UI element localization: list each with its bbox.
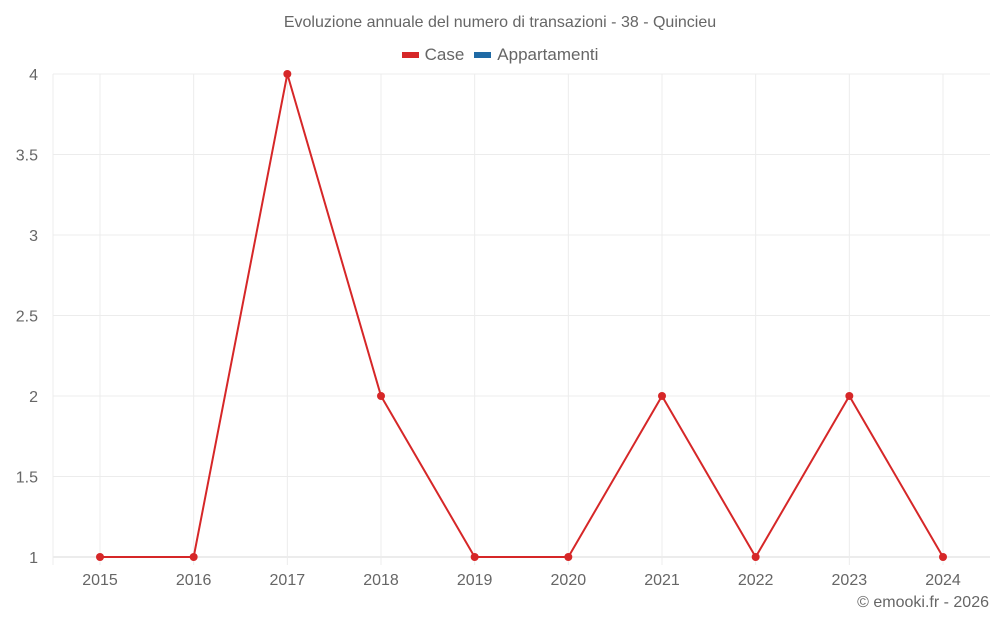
- legend-label-case: Case: [424, 45, 465, 64]
- y-tick-label: 2: [29, 389, 38, 406]
- x-tick-label: 2021: [644, 572, 680, 589]
- data-point-marker: [564, 553, 573, 561]
- y-tick-label: 2.5: [16, 309, 38, 326]
- data-point-marker: [96, 553, 104, 561]
- y-tick-label: 1.5: [16, 470, 38, 487]
- data-point-marker: [189, 553, 198, 561]
- data-point-marker: [283, 70, 292, 78]
- data-point-marker: [377, 392, 385, 400]
- x-tick-label: 2023: [832, 572, 868, 589]
- data-point-marker: [658, 392, 666, 400]
- legend-swatch-case-icon: [401, 52, 419, 58]
- chart-title: Evoluzione annuale del numero di transaz…: [283, 14, 717, 31]
- y-tick-label: 4: [29, 67, 38, 84]
- x-tick-label: 2022: [738, 572, 774, 589]
- legend-label-appartamenti: Appartamenti: [497, 45, 599, 64]
- x-tick-label: 2020: [551, 572, 587, 589]
- y-tick-label: 1: [29, 550, 38, 567]
- legend-item-case[interactable]: Case: [401, 45, 465, 65]
- legend: Case Appartamenti: [0, 45, 1000, 65]
- legend-swatch-appartamenti-icon: [474, 52, 492, 58]
- series-line-case: [100, 73, 944, 559]
- y-tick-label: 3.5: [16, 148, 38, 165]
- data-point-marker: [939, 553, 947, 561]
- data-point-marker: [845, 392, 854, 400]
- data-point-marker: [751, 553, 760, 561]
- x-tick-label: 2015: [82, 572, 118, 589]
- x-tick-label: 2017: [270, 572, 306, 589]
- x-tick-label: 2024: [925, 572, 961, 589]
- x-tick-label: 2018: [363, 572, 399, 589]
- data-point-marker: [470, 553, 479, 561]
- credit-text: © emooki.fr - 2026: [857, 594, 989, 611]
- legend-item-appartamenti[interactable]: Appartamenti: [474, 45, 598, 65]
- y-tick-label: 3: [29, 228, 38, 245]
- x-tick-label: 2016: [176, 572, 212, 589]
- x-tick-label: 2019: [457, 572, 493, 589]
